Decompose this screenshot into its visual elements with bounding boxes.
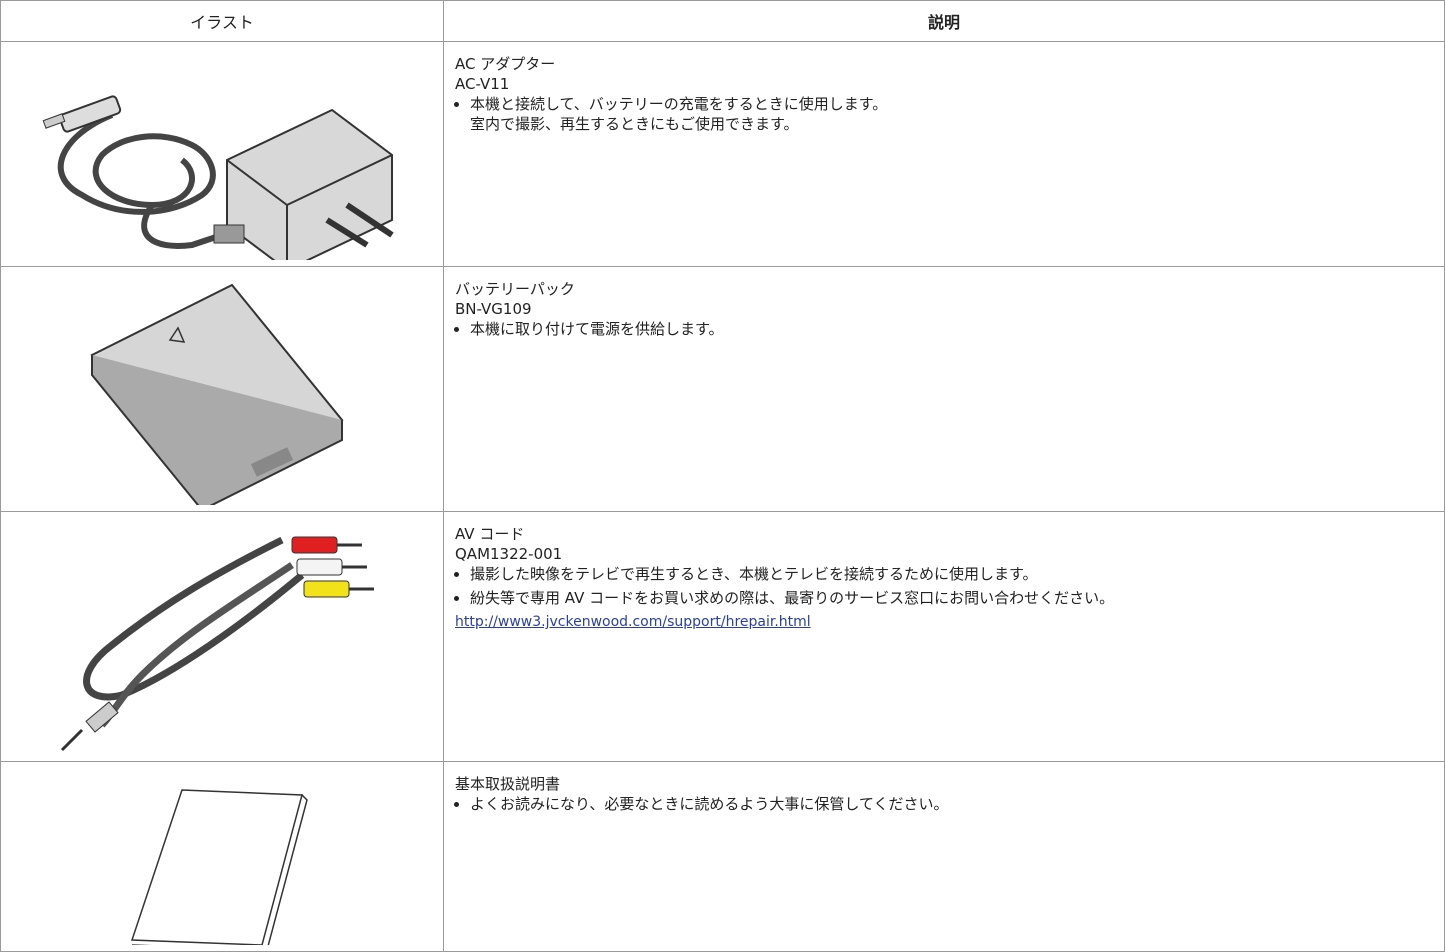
- illustration-cell: [0, 761, 444, 952]
- row: AC アダプターAC-V11本機と接続して、バッテリーの充電をするときに使用しま…: [0, 41, 1445, 271]
- note-line: 撮影した映像をテレビで再生するとき、本機とテレビを接続するために使用します。: [470, 565, 1038, 583]
- battery-illustration: [90, 283, 344, 511]
- description-cell: バッテリーパック BN-VG109 本機に取り付けて電源を供給します。: [443, 266, 1445, 512]
- note-list: 撮影した映像をテレビで再生するとき、本機とテレビを接続するために使用します。紛失…: [455, 564, 1434, 608]
- row: AV コードQAM1322-001撮影した映像をテレビで再生するとき、本機とテレ…: [0, 511, 1445, 762]
- model-number: BN-VG109: [455, 300, 532, 318]
- description-cell: AV コードQAM1322-001撮影した映像をテレビで再生するとき、本機とテレ…: [443, 511, 1445, 762]
- description-cell: 基本取扱説明書よくお読みになり、必要なときに読めるよう大事に保管してください。: [443, 761, 1445, 952]
- header-cell: イラスト: [0, 0, 444, 42]
- support-link[interactable]: http://www3.jvckenwood.com/support/hrepa…: [455, 614, 811, 630]
- note-line: 室内で撮影、再生するときにもご使用できます。: [470, 115, 799, 133]
- note-list: 本機に取り付けて電源を供給します。: [455, 319, 1434, 339]
- item-name: AC アダプター: [455, 55, 556, 73]
- illustration-cell: [0, 511, 444, 762]
- row: バッテリーパック BN-VG109 本機に取り付けて電源を供給します。: [0, 266, 1445, 512]
- model-number: AC-V11: [455, 75, 510, 93]
- illustration-cell: [0, 41, 444, 271]
- row: 基本取扱説明書よくお読みになり、必要なときに読めるよう大事に保管してください。: [0, 761, 1445, 952]
- table-body: AC アダプターAC-V11本機と接続して、バッテリーの充電をするときに使用しま…: [0, 41, 1445, 952]
- item-name: バッテリーパック: [455, 280, 575, 298]
- note-list: よくお読みになり、必要なときに読めるよう大事に保管してください。: [455, 794, 1434, 814]
- item-name: AV コード: [455, 525, 525, 543]
- note-line: 本機に取り付けて電源を供給します。: [470, 320, 724, 338]
- manual-illustration: [130, 788, 308, 951]
- av-cable-illustration: [60, 536, 374, 751]
- description-cell: AC アダプターAC-V11本機と接続して、バッテリーの充電をするときに使用しま…: [443, 41, 1445, 267]
- item-name: 基本取扱説明書: [455, 775, 561, 793]
- note: よくお読みになり、必要なときに読めるよう大事に保管してください。: [470, 794, 1434, 814]
- note-list: 本機と接続して、バッテリーの充電をするときに使用します。室内で撮影、再生するとき…: [455, 94, 1434, 134]
- model-number: QAM1322-001: [455, 545, 563, 563]
- note-line: 本機と接続して、バッテリーの充電をするときに使用します。: [470, 95, 888, 113]
- note-line: よくお読みになり、必要なときに読めるよう大事に保管してください。: [470, 795, 949, 813]
- ac-adapter-illustration: [42, 94, 394, 271]
- illustration-cell: [0, 266, 444, 512]
- note: 本機に取り付けて電源を供給します。: [470, 319, 1434, 339]
- note: 紛失等で専用 AV コードをお買い求めの際は、最寄りのサービス窓口にお問い合わせ…: [470, 588, 1434, 608]
- note: 本機と接続して、バッテリーの充電をするときに使用します。室内で撮影、再生するとき…: [470, 94, 1434, 134]
- header-row: イラスト 説明: [0, 0, 1445, 42]
- note: 撮影した映像をテレビで再生するとき、本機とテレビを接続するために使用します。: [470, 564, 1434, 584]
- note-line: 紛失等で専用 AV コードをお買い求めの際は、最寄りのサービス窓口にお問い合わせ…: [470, 589, 1115, 607]
- header-cell: 説明: [443, 0, 1445, 42]
